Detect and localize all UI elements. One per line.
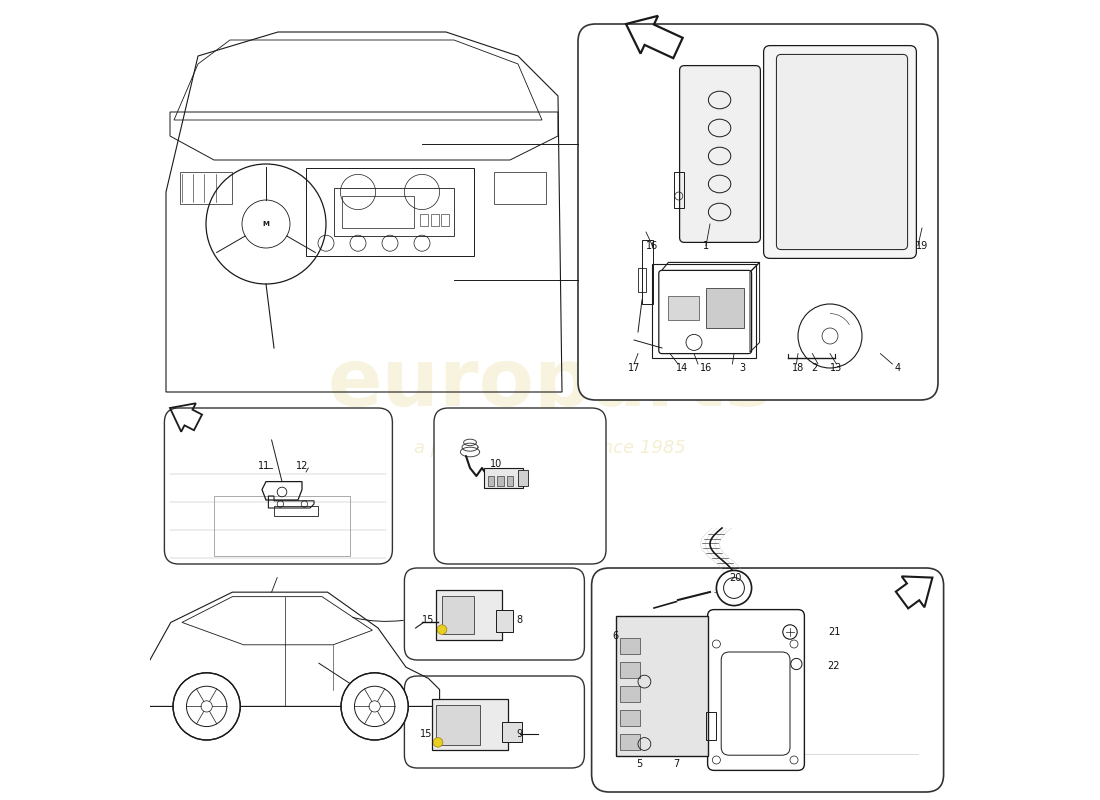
Text: 4: 4	[895, 363, 901, 373]
Circle shape	[433, 738, 443, 747]
Bar	[484, 468, 522, 488]
Bar	[420, 214, 428, 226]
Bar	[487, 476, 494, 486]
Bar	[431, 214, 439, 226]
Circle shape	[716, 570, 751, 606]
Text: 1: 1	[703, 241, 710, 250]
Bar	[496, 610, 514, 632]
FancyBboxPatch shape	[578, 24, 938, 400]
Text: a passion for parts since 1985: a passion for parts since 1985	[414, 439, 686, 457]
FancyBboxPatch shape	[592, 568, 944, 792]
Bar	[616, 616, 707, 756]
Text: 7: 7	[673, 759, 680, 769]
FancyBboxPatch shape	[434, 408, 606, 564]
Bar	[437, 705, 481, 745]
Bar	[342, 196, 414, 228]
Text: 17: 17	[628, 363, 640, 373]
Bar	[180, 172, 232, 204]
Text: 3: 3	[739, 363, 745, 373]
Text: M: M	[263, 221, 270, 227]
Bar	[652, 264, 757, 358]
Text: 15: 15	[422, 615, 435, 625]
Text: 9: 9	[517, 729, 522, 738]
Bar	[441, 214, 449, 226]
FancyBboxPatch shape	[722, 652, 790, 755]
Bar	[669, 296, 698, 320]
Text: 18: 18	[792, 363, 804, 373]
Bar	[706, 712, 716, 740]
Bar	[619, 686, 639, 702]
Bar	[502, 722, 522, 742]
Bar	[518, 470, 528, 486]
Bar	[638, 268, 646, 292]
Text: 10: 10	[490, 459, 502, 469]
Bar	[334, 188, 454, 236]
Text: 12: 12	[296, 461, 308, 470]
Text: 22: 22	[827, 661, 840, 670]
Bar	[507, 476, 514, 486]
Bar	[619, 662, 639, 678]
FancyBboxPatch shape	[164, 408, 393, 564]
Text: 20: 20	[729, 573, 741, 582]
FancyBboxPatch shape	[659, 270, 751, 354]
Bar	[306, 168, 474, 256]
Text: 21: 21	[828, 627, 840, 637]
Bar	[619, 734, 639, 750]
Circle shape	[437, 625, 447, 634]
Bar	[619, 710, 639, 726]
Bar	[494, 172, 546, 204]
Text: europarts: europarts	[328, 345, 772, 423]
Circle shape	[341, 673, 408, 740]
Text: 5: 5	[637, 759, 642, 769]
Text: 14: 14	[675, 363, 689, 373]
Bar	[442, 596, 474, 634]
FancyBboxPatch shape	[707, 610, 804, 770]
Text: 2: 2	[811, 363, 817, 373]
Bar	[437, 590, 502, 640]
Bar	[274, 506, 318, 516]
Bar	[431, 699, 507, 750]
FancyBboxPatch shape	[405, 568, 584, 660]
Text: 19: 19	[916, 241, 928, 250]
Bar	[706, 288, 745, 328]
Bar	[214, 496, 350, 556]
Bar	[497, 476, 504, 486]
Circle shape	[173, 673, 240, 740]
Bar	[642, 240, 653, 304]
Bar	[674, 172, 683, 208]
Text: 13: 13	[830, 363, 843, 373]
FancyBboxPatch shape	[680, 66, 760, 242]
Bar	[619, 638, 639, 654]
Text: 11: 11	[258, 461, 271, 470]
FancyBboxPatch shape	[763, 46, 916, 258]
Text: 16: 16	[700, 363, 712, 373]
FancyBboxPatch shape	[777, 54, 907, 250]
Text: 15: 15	[420, 729, 432, 738]
FancyBboxPatch shape	[405, 676, 584, 768]
Text: 16: 16	[647, 241, 659, 250]
Text: 8: 8	[517, 615, 522, 625]
Text: 6: 6	[613, 631, 618, 641]
